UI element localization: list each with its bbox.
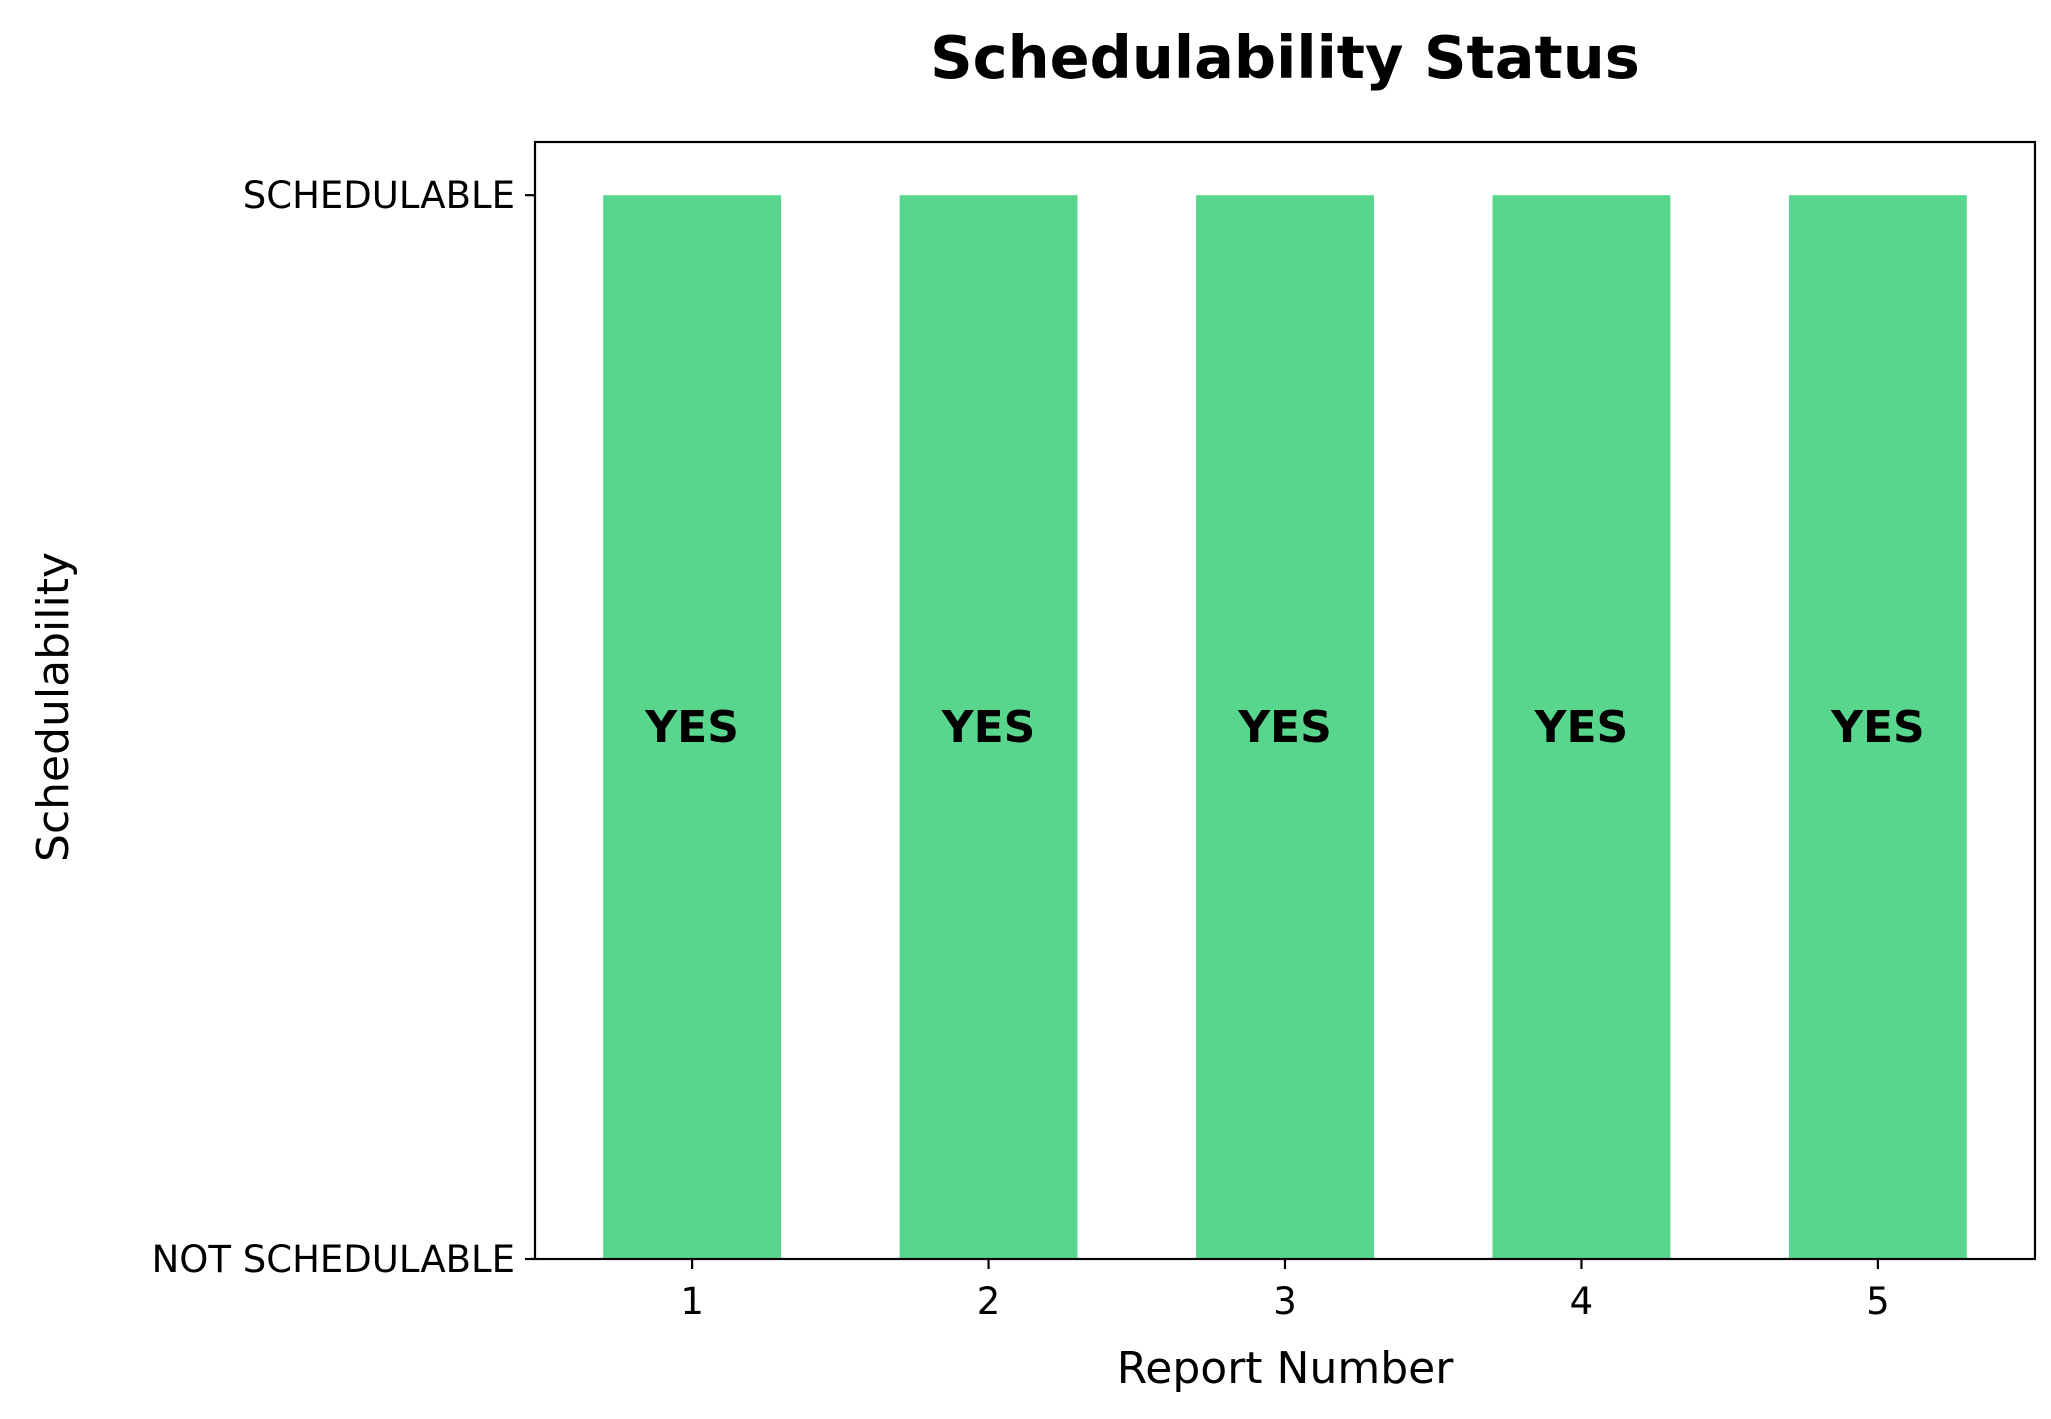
x-tick-label: 5 xyxy=(1866,1280,1890,1323)
bar-data-label: YES xyxy=(1534,702,1629,753)
chart-title: Schedulability Status xyxy=(930,23,1640,92)
bar-data-label: YES xyxy=(941,702,1036,753)
bar-data-label: YES xyxy=(1830,702,1925,753)
plot-frame xyxy=(533,140,2037,1261)
x-tick-label: 1 xyxy=(680,1280,704,1323)
y-axis-label: Schedulability xyxy=(28,552,79,862)
x-tick-label: 2 xyxy=(977,1280,1001,1323)
bar-labels-group: YES YES YES YES YES xyxy=(644,702,1924,753)
y-tick-label: SCHEDULABLE xyxy=(243,174,515,217)
y-tick-label: NOT SCHEDULABLE xyxy=(152,1238,515,1281)
bar-data-label: YES xyxy=(1237,702,1332,753)
x-axis-ticks: 1 2 3 4 5 xyxy=(680,1259,1890,1323)
bar-report-4 xyxy=(1492,195,1671,1260)
bar-report-3 xyxy=(1196,195,1374,1260)
bar-report-1 xyxy=(603,195,782,1260)
y-axis-ticks: NOT SCHEDULABLE SCHEDULABLE xyxy=(152,174,535,1281)
x-axis-label: Report Number xyxy=(1117,1343,1455,1394)
bar-data-label: YES xyxy=(644,702,739,753)
x-tick-label: 4 xyxy=(1570,1280,1594,1323)
bar-report-5 xyxy=(1788,195,1967,1260)
x-tick-label: 3 xyxy=(1273,1280,1297,1323)
bar-report-2 xyxy=(899,195,1078,1260)
bars-group xyxy=(603,195,1967,1260)
